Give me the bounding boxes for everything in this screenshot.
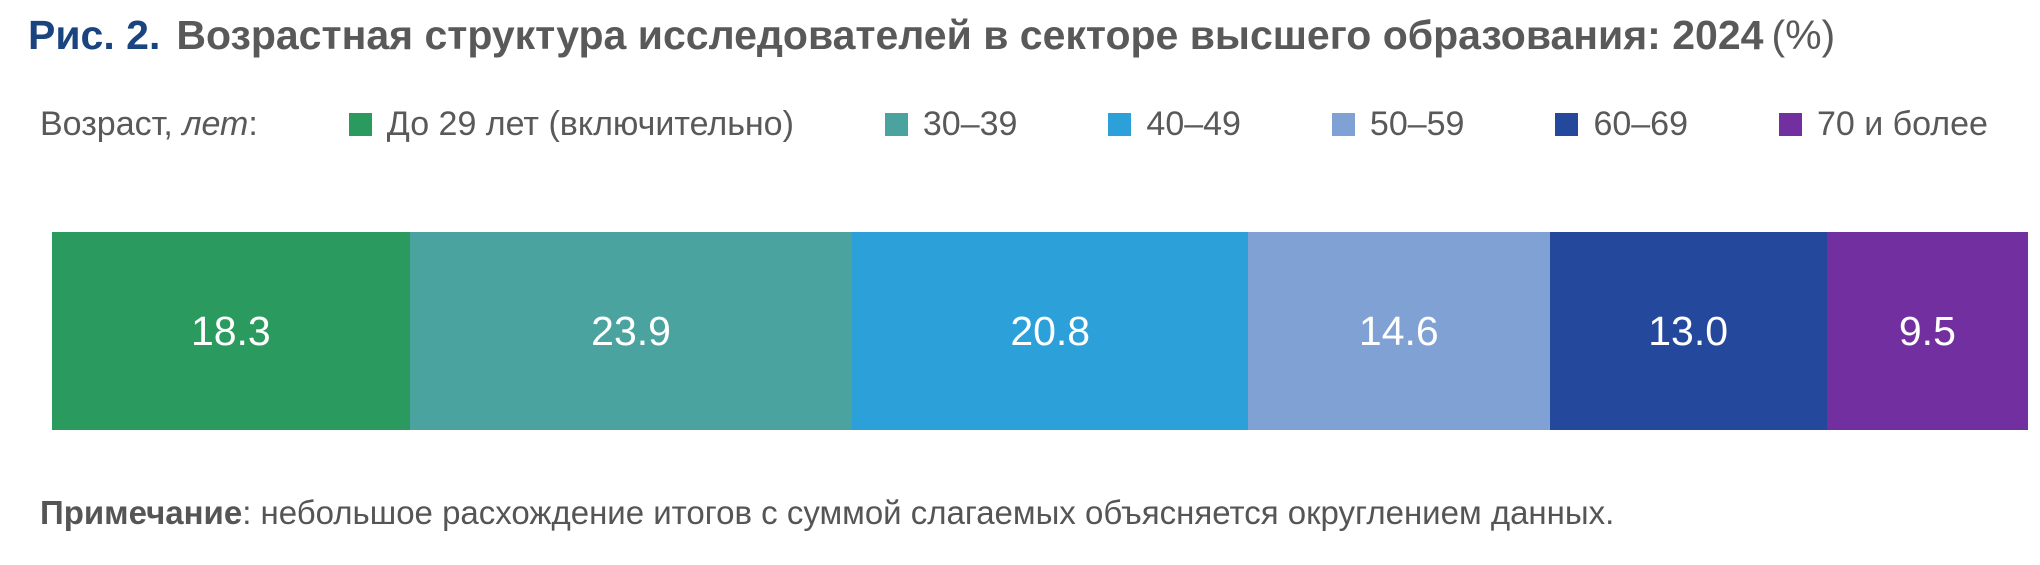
legend-label: 30–39 [922, 104, 1018, 143]
footnote: Примечание: небольшое расхождение итогов… [40, 494, 1614, 532]
bar-value-label: 13.0 [1648, 307, 1729, 354]
legend-swatch-skyblue [1108, 112, 1132, 136]
figure-title: Возрастная структура исследователей в се… [176, 12, 1764, 58]
legend-item-50-59: 50–59 [1331, 104, 1465, 144]
legend: Возраст, лет: До 29 лет (включительно) 3… [40, 98, 1988, 150]
bar-segment-under-29: 18.3 [52, 232, 410, 430]
legend-label: 60–69 [1593, 104, 1688, 143]
figure-number-label: Рис. 2. [28, 12, 161, 58]
legend-title: Возраст, лет: [40, 105, 258, 144]
legend-swatch-purple [1778, 112, 1802, 136]
legend-item-30-39: 30–39 [884, 104, 1018, 144]
bar-value-label: 20.8 [1010, 307, 1091, 354]
bar-value-label: 14.6 [1358, 307, 1439, 354]
bar-segment-30-39: 23.9 [409, 232, 853, 430]
legend-title-italic: лет [182, 104, 249, 143]
footnote-text: : небольшое расхождение итогов с суммой … [242, 494, 1615, 531]
bar-segment-70-plus: 9.5 [1826, 232, 2028, 430]
bar-segment-40-49: 20.8 [852, 232, 1249, 430]
bar-value-label: 9.5 [1898, 307, 1956, 354]
bar-value-label: 23.9 [591, 307, 671, 354]
legend-label: 50–59 [1369, 104, 1465, 143]
legend-swatch-navy [1555, 112, 1579, 136]
legend-item-40-49: 40–49 [1108, 105, 1241, 144]
legend-title-colon: : [248, 104, 258, 143]
stacked-bar: 18.3 23.9 20.8 14.6 13.0 9.5 [52, 232, 2028, 430]
legend-item-60-69: 60–69 [1555, 105, 1688, 144]
bar-segment-50-59: 14.6 [1248, 232, 1550, 430]
legend-swatch-green [348, 112, 372, 136]
legend-swatch-teal [884, 112, 908, 136]
legend-title-prefix: Возраст, [40, 104, 173, 143]
bar-value-label: 18.3 [190, 307, 271, 354]
footnote-label: Примечание [40, 494, 243, 531]
legend-label: 40–49 [1146, 104, 1241, 143]
figure-title-row: Рис. 2. Возрастная структура исследовател… [28, 12, 1835, 59]
figure-unit-suffix: (%) [1771, 12, 1836, 58]
legend-label: 70 и более [1816, 104, 1988, 143]
legend-item-under-29: До 29 лет (включительно) [348, 104, 794, 144]
legend-label: До 29 лет (включительно) [386, 104, 794, 143]
legend-item-70-plus: 70 и более [1778, 104, 1988, 144]
bar-segment-60-69: 13.0 [1549, 232, 1827, 430]
legend-swatch-periwinkle [1331, 112, 1355, 136]
